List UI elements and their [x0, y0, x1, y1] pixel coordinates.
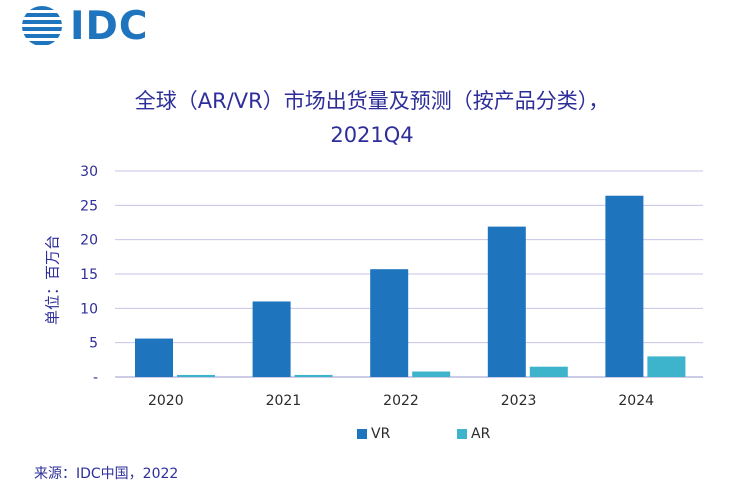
y-tick-label: 10 [80, 301, 98, 317]
y-tick-label: 25 [80, 198, 98, 214]
x-tick-label-2024: 2024 [618, 393, 654, 409]
bars [135, 195, 686, 377]
bar-ar-2024 [647, 356, 686, 377]
y-tick-label: 15 [80, 267, 98, 283]
y-tick-label: 30 [80, 164, 98, 180]
x-tick-label-2020: 2020 [148, 393, 184, 409]
x-tick-label-2022: 2022 [383, 393, 419, 409]
x-tick-labels: 2020 2021 2022 2023 2024 [148, 393, 654, 409]
y-tick-label: 5 [89, 336, 98, 352]
x-tick-label-2021: 2021 [266, 393, 302, 409]
bar-ar-2021 [294, 374, 333, 377]
legend-swatch-ar [457, 429, 467, 439]
legend: VR AR [0, 426, 744, 446]
legend-item-ar: AR [457, 426, 490, 442]
idc-logo: IDC [20, 4, 149, 48]
bar-vr-2022 [370, 269, 409, 377]
bar-ar-2022 [412, 371, 451, 377]
legend-swatch-vr [357, 429, 367, 439]
y-tick-label: 20 [80, 233, 98, 249]
chart-subtitle: 2021Q4 [330, 123, 414, 147]
globe-icon [22, 6, 62, 45]
legend-label-ar: AR [471, 426, 491, 442]
y-tick-label: - [93, 370, 98, 386]
logo-wordmark: IDC [70, 3, 149, 49]
source-note: 来源：IDC中国，2022 [34, 466, 179, 482]
y-tick-labels: - 5 10 15 20 25 30 [80, 164, 98, 386]
legend-label-vr: VR [371, 426, 391, 442]
bar-ar-2020 [177, 374, 215, 377]
bar-vr-2021 [252, 301, 291, 377]
bar-vr-2023 [487, 226, 526, 377]
chart-title: 全球（AR/VR）市场出货量及预测（按产品分类）， [134, 89, 610, 113]
bar-vr-2024 [605, 195, 644, 377]
bar-vr-2020 [135, 338, 173, 377]
x-tick-label-2023: 2023 [501, 393, 537, 409]
legend-item-vr: VR [357, 426, 390, 442]
bar-ar-2023 [529, 366, 568, 377]
